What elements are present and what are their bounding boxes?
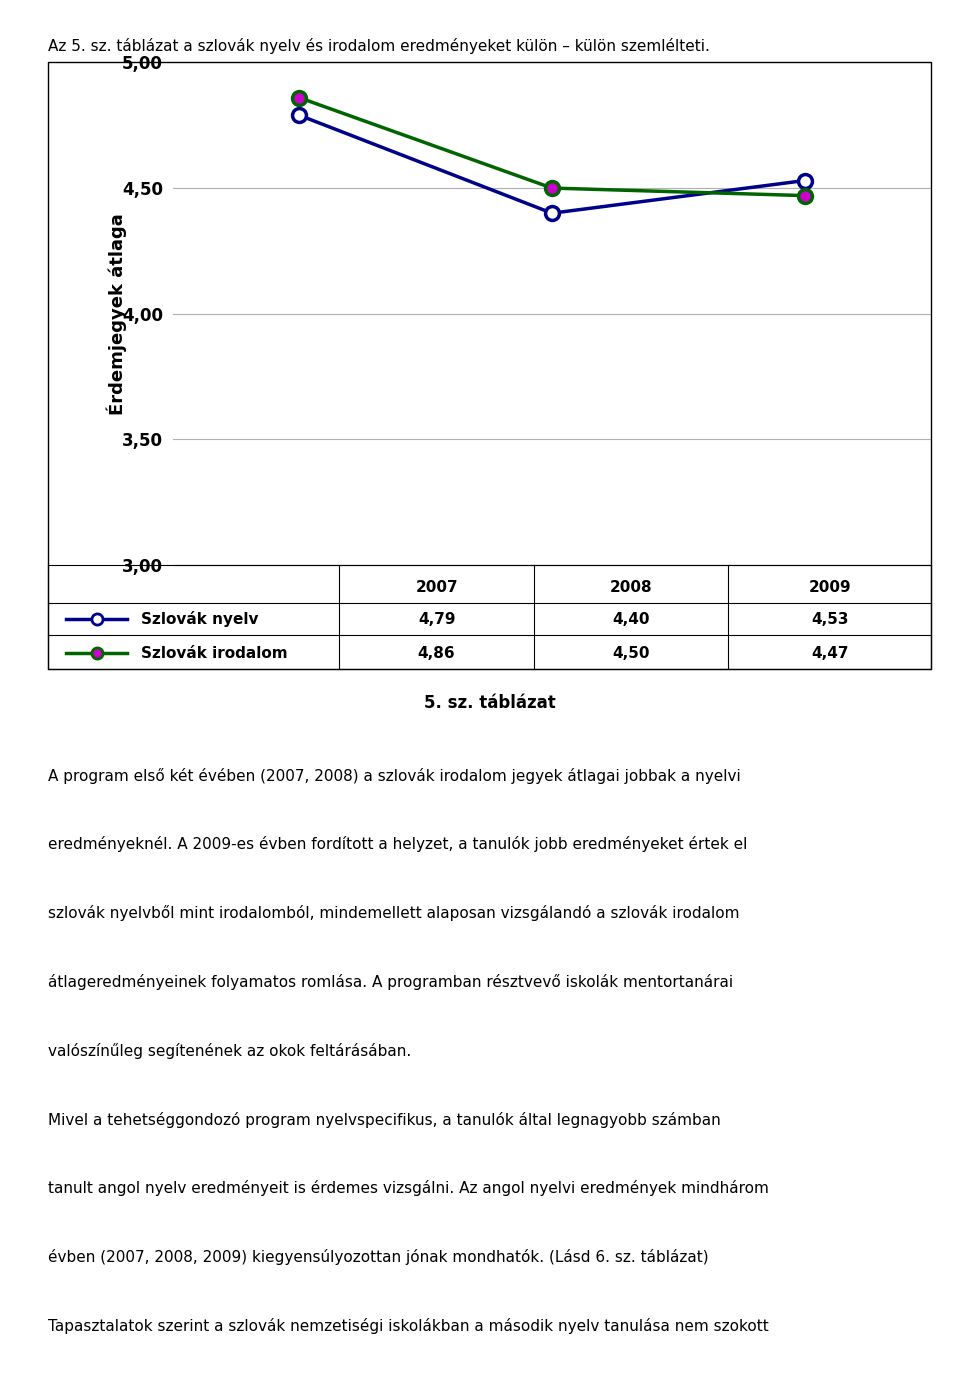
Text: szlovák nyelvből mint irodalomból, mindemellett alaposan vizsgálandó a szlovák i: szlovák nyelvből mint irodalomból, minde… [48, 905, 739, 922]
Text: Az 5. sz. táblázat a szlovák nyelv és irodalom eredményeket külön – külön szemlé: Az 5. sz. táblázat a szlovák nyelv és ir… [48, 37, 709, 54]
Text: 2007: 2007 [416, 580, 458, 595]
Text: évben (2007, 2008, 2009) kiegyensúlyozottan jónak mondhatók. (Lásd 6. sz. tábláz: évben (2007, 2008, 2009) kiegyensúlyozot… [48, 1249, 708, 1266]
Text: átlageredményeinek folyamatos romlása. A programban résztvevő iskolák mentortaná: átlageredményeinek folyamatos romlása. A… [48, 974, 733, 990]
Text: Szlovák irodalom: Szlovák irodalom [141, 645, 287, 661]
Text: Szlovák nyelv: Szlovák nyelv [141, 611, 258, 627]
Text: eredményeknél. A 2009-es évben fordított a helyzet, a tanulók jobb eredményeket : eredményeknél. A 2009-es évben fordított… [48, 837, 748, 852]
Text: A program első két évében (2007, 2008) a szlovák irodalom jegyek átlagai jobbak : A program első két évében (2007, 2008) a… [48, 768, 741, 784]
Text: Tapasztalatok szerint a szlovák nemzetiségi iskolákban a második nyelv tanulása : Tapasztalatok szerint a szlovák nemzetis… [48, 1319, 769, 1334]
Text: 4,79: 4,79 [418, 612, 455, 626]
Text: 4,86: 4,86 [418, 645, 455, 661]
Text: 2009: 2009 [808, 580, 851, 595]
Text: 4,40: 4,40 [612, 612, 650, 626]
Text: 2008: 2008 [610, 580, 652, 595]
Text: 5. sz. táblázat: 5. sz. táblázat [423, 694, 556, 712]
Text: tanult angol nyelv eredményeit is érdemes vizsgálni. Az angol nyelvi eredmények : tanult angol nyelv eredményeit is érdeme… [48, 1180, 769, 1196]
Text: valószínűleg segítenének az okok feltárásában.: valószínűleg segítenének az okok feltárá… [48, 1042, 411, 1059]
Text: 4,47: 4,47 [811, 645, 849, 661]
Text: Mivel a tehetséggondozó program nyelvspecifikus, a tanulók által legnagyobb szám: Mivel a tehetséggondozó program nyelvspe… [48, 1112, 721, 1127]
Text: 4,53: 4,53 [811, 612, 849, 626]
Text: 4,50: 4,50 [612, 645, 650, 661]
Text: Érdemjegyek átlaga: Érdemjegyek átlaga [107, 212, 127, 415]
